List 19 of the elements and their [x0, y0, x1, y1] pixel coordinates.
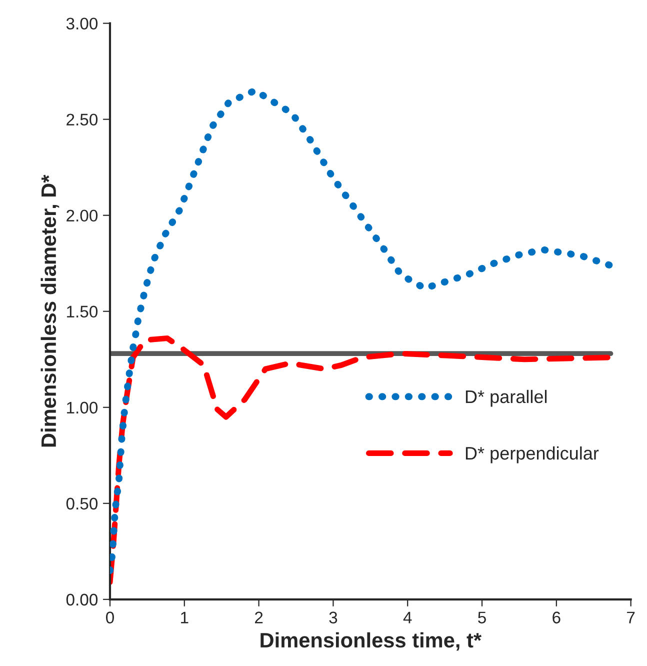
y-tick-label: 1.00 [67, 402, 98, 414]
legend-label: D* parallel [466, 390, 547, 407]
legend-label: D* perpendicular [466, 446, 599, 464]
y-tick-label: 2.50 [66, 114, 98, 126]
y-tick-label: 0.00 [66, 594, 98, 606]
y-tick-label: 0.50 [66, 498, 98, 510]
x-tick-label: 7 [627, 612, 635, 624]
x-tick-label: 2 [255, 612, 263, 624]
x-tick-label: 4 [403, 612, 412, 624]
x-tick-label: 6 [552, 612, 560, 624]
x-tick-label: 0 [106, 612, 114, 624]
x-tick-label: 5 [478, 612, 486, 624]
x-axis-title: Dimensionless time, t* [260, 632, 482, 651]
y-axis-title: Dimensionless diameter, D* [40, 174, 60, 447]
y-tick-label: 3.00 [66, 18, 98, 30]
y-tick-label: 2.00 [66, 210, 98, 222]
x-tick-label: 1 [181, 612, 188, 624]
x-tick-label: 3 [329, 612, 338, 624]
y-tick-label: 1.50 [67, 306, 98, 318]
